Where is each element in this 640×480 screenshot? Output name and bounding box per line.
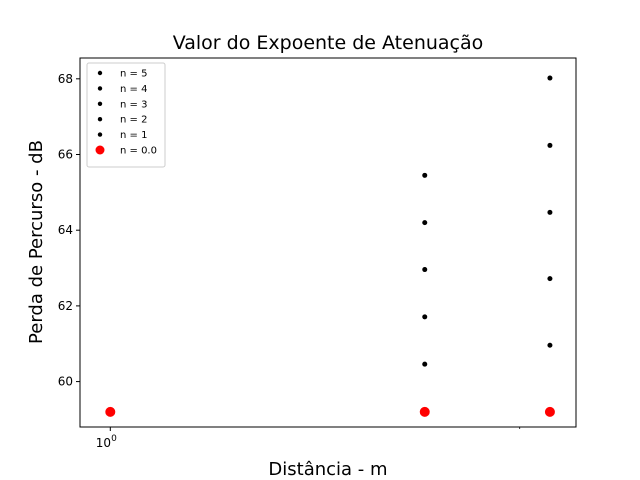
- legend-label: n = 1: [120, 130, 147, 141]
- data-point: [547, 276, 553, 282]
- data-point: [422, 220, 428, 226]
- y-axis-label: Perda de Percurso - dB: [26, 140, 47, 344]
- legend-marker: [97, 101, 103, 107]
- legend-label: n = 2: [120, 115, 147, 126]
- legend-marker: [95, 145, 105, 155]
- data-point: [547, 209, 553, 215]
- data-point: [422, 172, 428, 178]
- data-point: [105, 406, 116, 417]
- legend-marker: [97, 70, 103, 76]
- legend-marker: [97, 132, 103, 137]
- y-tick-label: 66: [58, 148, 73, 162]
- y-tick-label: 64: [58, 223, 73, 237]
- x-axis: 100: [96, 427, 521, 450]
- legend-label: n = 0.0: [120, 146, 157, 157]
- data-point: [422, 314, 428, 320]
- legend-label: n = 4: [120, 84, 147, 95]
- data-points: [105, 75, 555, 417]
- legend-marker: [97, 86, 103, 91]
- data-point: [422, 267, 428, 273]
- y-tick-label: 68: [58, 72, 73, 86]
- data-point: [544, 406, 555, 417]
- data-point: [547, 142, 553, 148]
- y-tick-label: 62: [58, 299, 73, 313]
- data-point: [547, 342, 553, 348]
- legend-label: n = 3: [120, 99, 147, 110]
- chart-title: Valor do Expoente de Atenuação: [173, 32, 484, 54]
- legend-label: n = 5: [120, 69, 147, 80]
- data-point: [419, 406, 430, 417]
- data-point: [547, 75, 553, 81]
- data-point: [422, 361, 428, 367]
- legend: n = 5 n = 4 n = 3 n = 2 n = 1 n = 0.0: [86, 62, 166, 168]
- legend-marker: [97, 117, 103, 122]
- x-tick-label: 100: [96, 434, 117, 450]
- y-axis: 60 62 64 66 68: [58, 72, 80, 389]
- legend-box: [86, 62, 166, 168]
- x-axis-label: Distância - m: [268, 459, 387, 480]
- y-tick-label: 60: [58, 375, 73, 389]
